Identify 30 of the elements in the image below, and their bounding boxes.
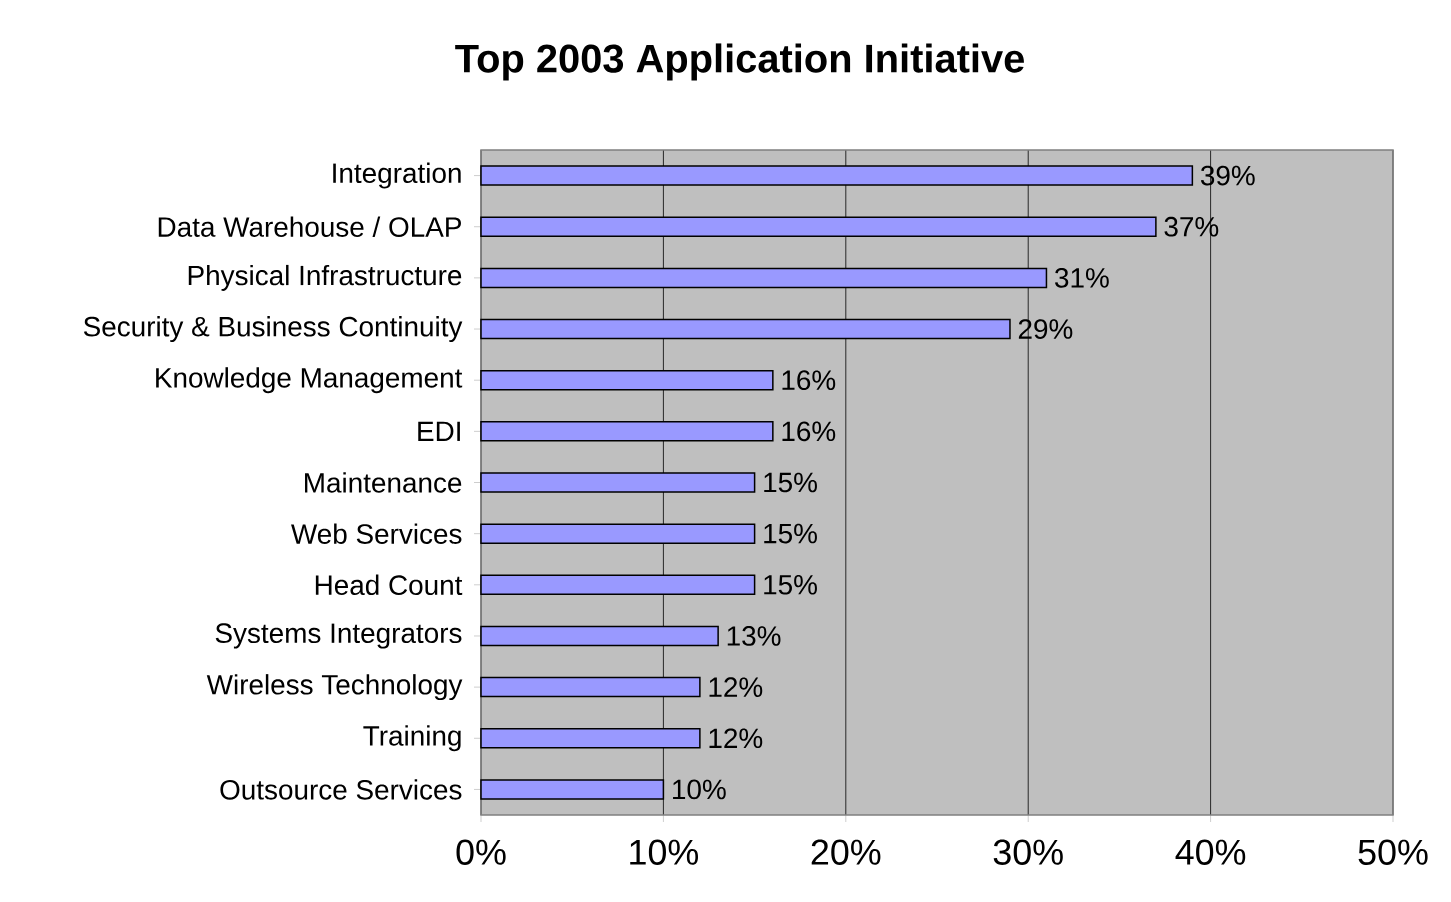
data-label: 12% xyxy=(709,677,763,697)
y-tick-label: Data Warehouse / OLAP xyxy=(158,216,461,237)
x-tick-label: 20% xyxy=(811,839,881,865)
y-tick-label: EDI xyxy=(418,421,460,441)
x-tick-label: 30% xyxy=(993,839,1063,865)
y-tick-label: Integration xyxy=(333,162,461,189)
data-label: 16% xyxy=(782,370,836,391)
y-tick-label: Outsource Services xyxy=(220,779,462,800)
y-tick-label: Web Services xyxy=(291,523,462,544)
data-label: 16% xyxy=(782,421,836,442)
y-tick-label: Physical Infrastructure xyxy=(188,264,462,291)
x-tick-label: 50% xyxy=(1358,839,1428,865)
x-tick-label: 10% xyxy=(630,839,698,865)
chart-title: Top 2003 Application Initiative xyxy=(455,43,1024,81)
data-label: 13% xyxy=(727,626,781,646)
data-label: 31% xyxy=(1055,268,1109,288)
y-tick-label: Training xyxy=(363,725,461,752)
y-tick-label: Maintenance xyxy=(305,472,462,493)
data-label: 15% xyxy=(764,472,817,493)
y-tick-label: Systems Integrators xyxy=(215,623,462,649)
data-label: 15% xyxy=(764,523,817,544)
data-label: 10% xyxy=(673,779,726,800)
y-tick-label: Head Count xyxy=(315,574,463,596)
y-tick-label: Wireless Technology xyxy=(206,674,463,701)
data-label: 15% xyxy=(764,575,817,595)
y-tick-label: Knowledge Management xyxy=(156,367,463,394)
x-tick-label: 0% xyxy=(456,839,506,865)
y-tick-label: Security & Business Continuity xyxy=(83,316,463,343)
x-tick-label: 40% xyxy=(1175,839,1246,865)
data-label: 12% xyxy=(709,728,763,749)
